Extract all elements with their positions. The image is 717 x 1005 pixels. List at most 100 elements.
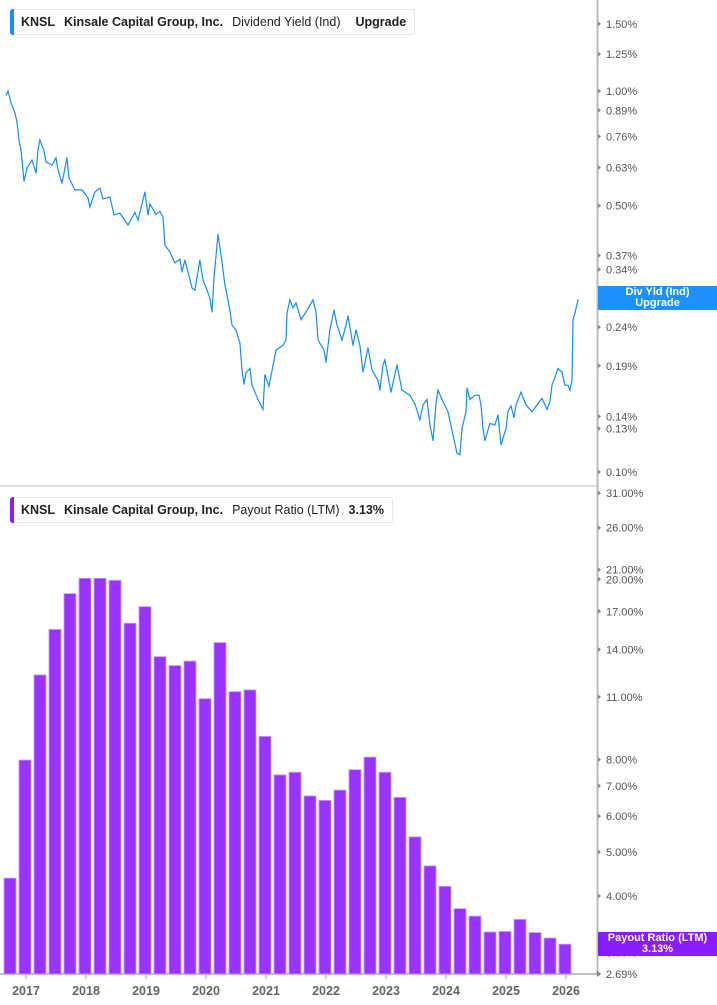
y-tick-label: 0.19% [606, 361, 637, 373]
yield-data-point [43, 150, 45, 152]
yield-data-point [74, 189, 76, 191]
y-tick-mark [598, 576, 601, 582]
yield-data-point [295, 302, 297, 304]
yield-data-point [466, 387, 468, 389]
yield-data-point [384, 359, 386, 361]
yield-data-point [245, 372, 247, 374]
yield-data-point [94, 191, 96, 193]
yield-data-point [567, 384, 569, 386]
y-tick-label: 0.89% [606, 105, 637, 117]
yield-data-point [371, 369, 373, 371]
payout-bar [3, 877, 17, 975]
yield-data-point [465, 411, 467, 413]
y-tick-label: 0.63% [606, 162, 637, 174]
payout-bar [393, 797, 407, 975]
yield-data-point [500, 444, 502, 446]
yield-data-point [305, 311, 307, 313]
yield-data-point [87, 197, 89, 199]
yield-data-point [390, 391, 392, 393]
yield-data-point [461, 427, 463, 430]
yield-data-point [127, 224, 129, 226]
yield-data-point [23, 180, 25, 182]
legend-ticker: KNSL [21, 503, 56, 517]
legend-upgrade-link[interactable]: Upgrade [355, 15, 407, 29]
payout-bar [228, 691, 242, 975]
x-axis-arrow [597, 971, 601, 977]
yield-data-point [572, 319, 574, 321]
payout-bar [558, 943, 572, 975]
yield-data-point [249, 367, 251, 370]
yield-data-point [194, 289, 196, 291]
yield-data-point [557, 367, 559, 370]
bottom-y-axis: 31.00% 26.00% 21.00%20.00% 17.00% 14.00% 11.0… [598, 488, 644, 981]
y-tick-label: 20.00% [606, 574, 644, 586]
yield-data-point [174, 262, 176, 264]
y-tick-label: 21.00% [606, 565, 644, 577]
payout-bar [213, 642, 227, 975]
y-tick-label: 0.37% [606, 251, 637, 263]
yield-data-point [51, 164, 53, 166]
yield-data-point [432, 439, 434, 442]
yield-data-point [31, 159, 33, 161]
yield-data-point [551, 384, 553, 386]
yield-data-point [352, 344, 354, 346]
yield-data-point [441, 398, 443, 401]
yield-data-point [541, 397, 543, 400]
payout-bar [63, 593, 77, 975]
yield-data-point [536, 404, 538, 406]
yield-data-point [61, 182, 63, 184]
yield-data-point [16, 121, 18, 123]
y-tick-mark [598, 813, 601, 819]
top-legend[interactable]: KNSL Kinsale Capital Group, Inc. Dividen… [10, 9, 416, 35]
yield-data-point [409, 394, 411, 396]
yield-value-tag[interactable]: Div Yld (Ind) Upgrade [598, 286, 717, 310]
yield-data-point [564, 384, 566, 386]
yield-data-point [191, 287, 193, 289]
yield-data-point [102, 198, 104, 200]
y-tick-label: 6.00% [606, 811, 637, 823]
yield-data-point [510, 405, 512, 407]
yield-data-point [323, 349, 325, 351]
yield-data-point [169, 251, 171, 253]
yield-data-point [5, 94, 7, 96]
yield-data-point [113, 214, 115, 216]
top-legend-color-bar [10, 9, 14, 35]
top-y-axis: 1.50% 1.25% 1.00% 0.89% 0.76% 0.63% 0.50% 0.37%… [598, 19, 637, 479]
yield-data-point [494, 424, 496, 426]
legend-company: Kinsale Capital Group, Inc. [64, 503, 224, 517]
x-tick-label: 2021 [252, 984, 280, 998]
yield-data-point [10, 102, 12, 104]
legend-company: Kinsale Capital Group, Inc. [64, 15, 224, 29]
payout-bar [483, 931, 497, 975]
yield-data-point [231, 324, 233, 326]
yield-data-point [574, 312, 576, 314]
y-tick-label: 0.10% [606, 467, 637, 479]
yield-data-point [347, 315, 349, 317]
yield-data-point [37, 149, 39, 151]
yield-data-point [345, 324, 347, 326]
yield-data-point [341, 339, 343, 341]
x-tick-label: 2023 [372, 984, 400, 998]
payout-bar [273, 774, 287, 975]
yield-data-point [469, 398, 471, 401]
payout-bar [168, 665, 182, 975]
yield-data-point [329, 329, 331, 331]
yield-data-point [109, 196, 111, 198]
yield-data-point [549, 401, 551, 403]
bottom-legend[interactable]: KNSL Kinsale Capital Group, Inc. Payout … [10, 497, 393, 523]
yield-data-point [309, 304, 311, 306]
dividend-yield-points [5, 90, 579, 456]
x-tick-label: 2019 [132, 984, 160, 998]
yield-data-point [419, 419, 421, 421]
payout-value-tag: Payout Ratio (LTM) 3.13% [598, 932, 717, 956]
yield-data-point [426, 398, 428, 401]
yield-data-point [26, 167, 28, 169]
yield-data-point [292, 307, 294, 309]
y-tick-mark [598, 608, 601, 614]
yield-data-point [325, 361, 327, 363]
yield-data-point [497, 414, 499, 416]
yield-data-point [66, 157, 68, 159]
yield-data-point [239, 342, 241, 344]
yield-data-point [235, 329, 237, 331]
payout-bar [408, 836, 422, 975]
